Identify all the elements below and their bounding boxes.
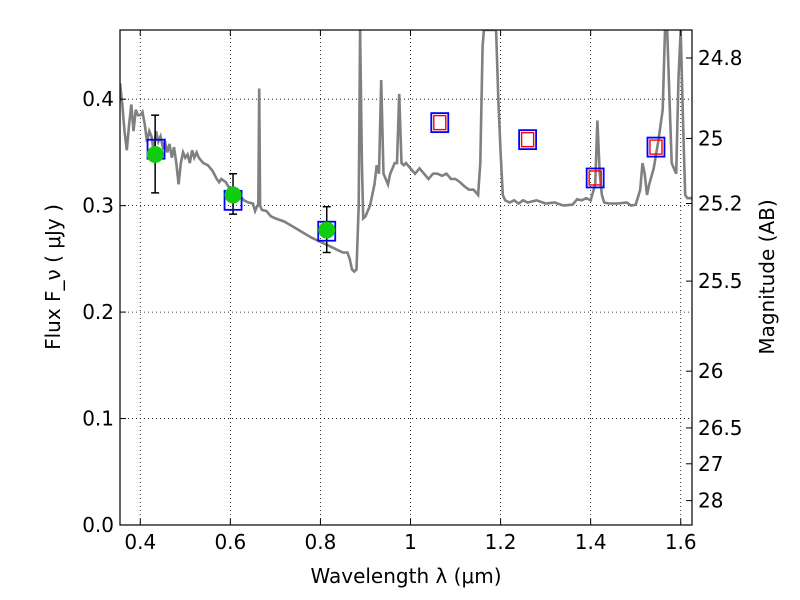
magnitude-tick-label: 28 [698, 489, 723, 513]
observed-circle-marker [318, 221, 336, 239]
magnitude-tick-label: 26 [698, 359, 723, 383]
magnitude-tick-label: 25.5 [698, 269, 743, 293]
y-tick-label: 0.2 [82, 300, 114, 324]
magnitude-tick-label: 27 [698, 452, 723, 476]
y-axis-label: Flux F_ν ( μJy ) [41, 204, 65, 350]
spectrum-line [120, 30, 692, 274]
plot-frame [119, 29, 693, 526]
y-right-axis-label: Magnitude (AB) [755, 199, 779, 354]
y-tick-label: 0.1 [82, 407, 114, 431]
synthetic-inner-square-marker [588, 170, 602, 186]
grid-lines [120, 30, 692, 526]
axis-ticks: 0.4 0.6 0.8 1 1.2 1.4 1.6 0.0 0.1 0.2 0.3 0.4 24.8 25… [82, 30, 743, 554]
x-tick-label: 1.4 [575, 530, 607, 554]
synthetic-square-marker [430, 112, 450, 134]
axes-box [119, 29, 693, 526]
synthetic-inner-square-marker [520, 131, 535, 148]
x-tick-label: 0.4 [124, 530, 156, 554]
magnitude-tick-label: 25.2 [698, 192, 743, 216]
synthetic-inner-square-marker [433, 114, 447, 131]
x-tick-label: 0.6 [214, 530, 246, 554]
magnitude-tick-label: 25 [698, 126, 723, 150]
photometry-markers [146, 112, 666, 254]
y-tick-label: 0.3 [82, 194, 114, 218]
magnitude-tick-label: 26.5 [698, 416, 743, 440]
observed-circle-marker [224, 186, 242, 204]
x-tick-label: 0.8 [305, 530, 337, 554]
x-tick-label: 1.6 [665, 530, 697, 554]
magnitude-tick-label: 24.8 [698, 46, 743, 70]
x-tick-label: 1.2 [485, 530, 517, 554]
x-tick-label: 1 [404, 530, 417, 554]
x-axis-label: Wavelength λ (μm) [310, 564, 501, 588]
synthetic-inner-square-marker [649, 139, 663, 155]
y-tick-label: 0.0 [82, 513, 114, 537]
synthetic-square-marker [518, 129, 538, 151]
y-tick-label: 0.4 [82, 87, 114, 111]
observed-circle-marker [146, 146, 164, 164]
synthetic-square-marker [585, 167, 605, 189]
model-spectrum [120, 30, 692, 274]
synthetic-square-marker [646, 136, 666, 158]
